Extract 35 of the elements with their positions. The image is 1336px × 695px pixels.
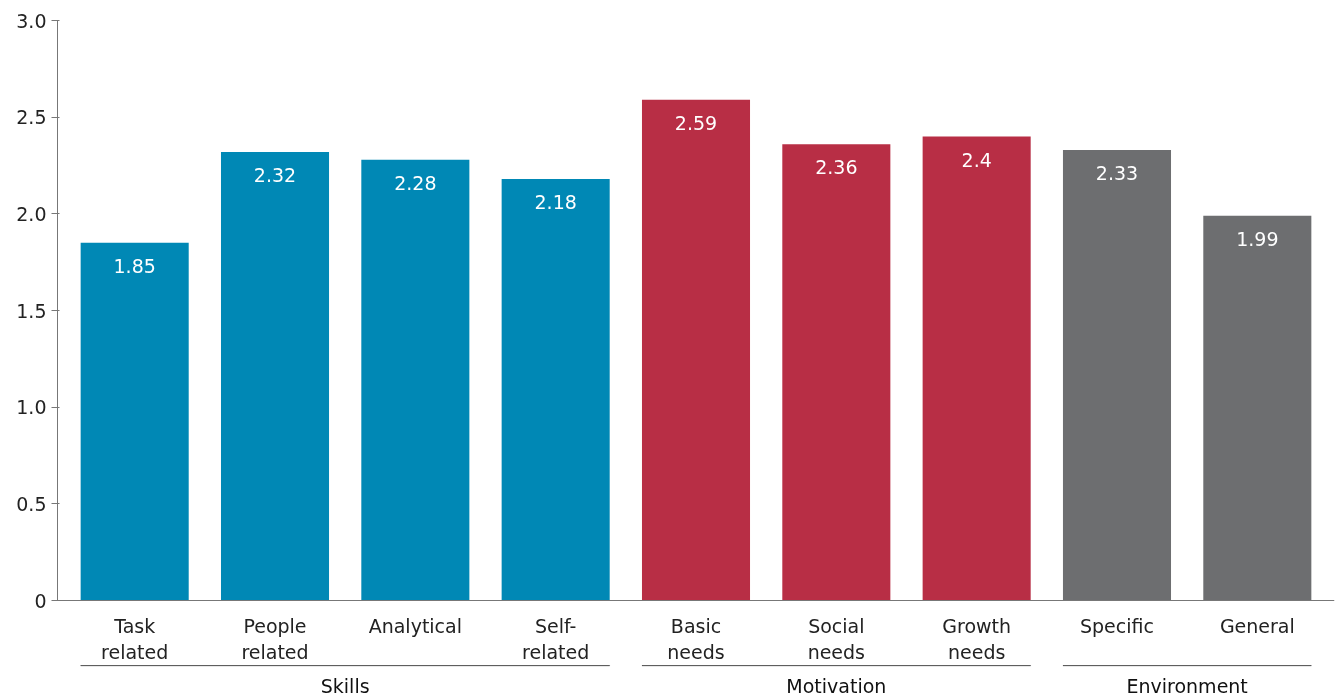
x-tick-label: Growth needs: [942, 614, 1012, 663]
bar: [501, 179, 610, 601]
data-label: 2.59: [674, 111, 718, 134]
bar: [80, 242, 189, 601]
y-tick-label: 0: [34, 589, 47, 612]
y-tick-label: 2.0: [16, 202, 47, 225]
bar: [922, 136, 1031, 601]
text: Motivation: [786, 674, 887, 695]
data-label: 2.32: [253, 163, 297, 186]
bar: [220, 151, 330, 601]
x-tick-label: Self-related: [522, 614, 590, 663]
y-tick-label: 2.5: [16, 106, 47, 129]
y-tick-label: 1.0: [16, 396, 47, 419]
bar: [361, 159, 470, 601]
y-tick-label: 0.5: [16, 492, 47, 515]
y-tick-label: 3.0: [16, 9, 47, 32]
bar: [641, 99, 751, 601]
x-tick-label: Basic needs: [667, 614, 725, 663]
data-label: 2.28: [394, 171, 437, 194]
data-label: 2.4: [961, 148, 992, 171]
x-tick-label: General: [1219, 614, 1295, 637]
data-label: 1.99: [1236, 227, 1279, 250]
bar: [782, 144, 891, 601]
x-tick-label: Social needs: [807, 614, 866, 663]
x-tick-label: Analytical: [368, 614, 462, 637]
data-label: 1.85: [113, 254, 156, 277]
text: Environment: [1126, 674, 1248, 695]
data-label: 2.18: [534, 191, 577, 214]
y-tick-label: 1.5: [16, 299, 47, 322]
x-tick-label: Task related: [101, 614, 169, 663]
x-tick-label: People related: [241, 614, 309, 663]
x-tick-label: Specific: [1080, 614, 1154, 637]
text: Skills: [320, 674, 370, 695]
data-label: 2.36: [815, 156, 858, 179]
data-label: 2.33: [1095, 162, 1139, 185]
